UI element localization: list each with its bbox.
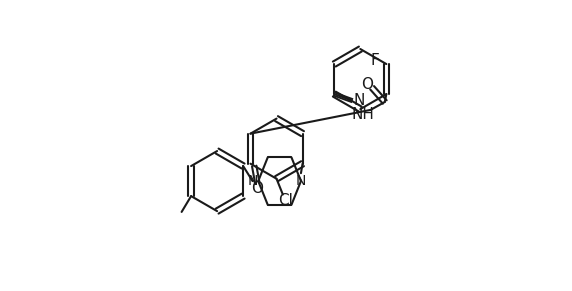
Text: O: O xyxy=(251,181,263,196)
Text: Cl: Cl xyxy=(279,193,293,208)
Text: NH: NH xyxy=(351,107,374,122)
Text: N: N xyxy=(247,174,258,188)
Text: N: N xyxy=(296,174,306,188)
Text: O: O xyxy=(362,77,374,92)
Text: N: N xyxy=(353,93,365,108)
Text: F: F xyxy=(371,53,380,68)
